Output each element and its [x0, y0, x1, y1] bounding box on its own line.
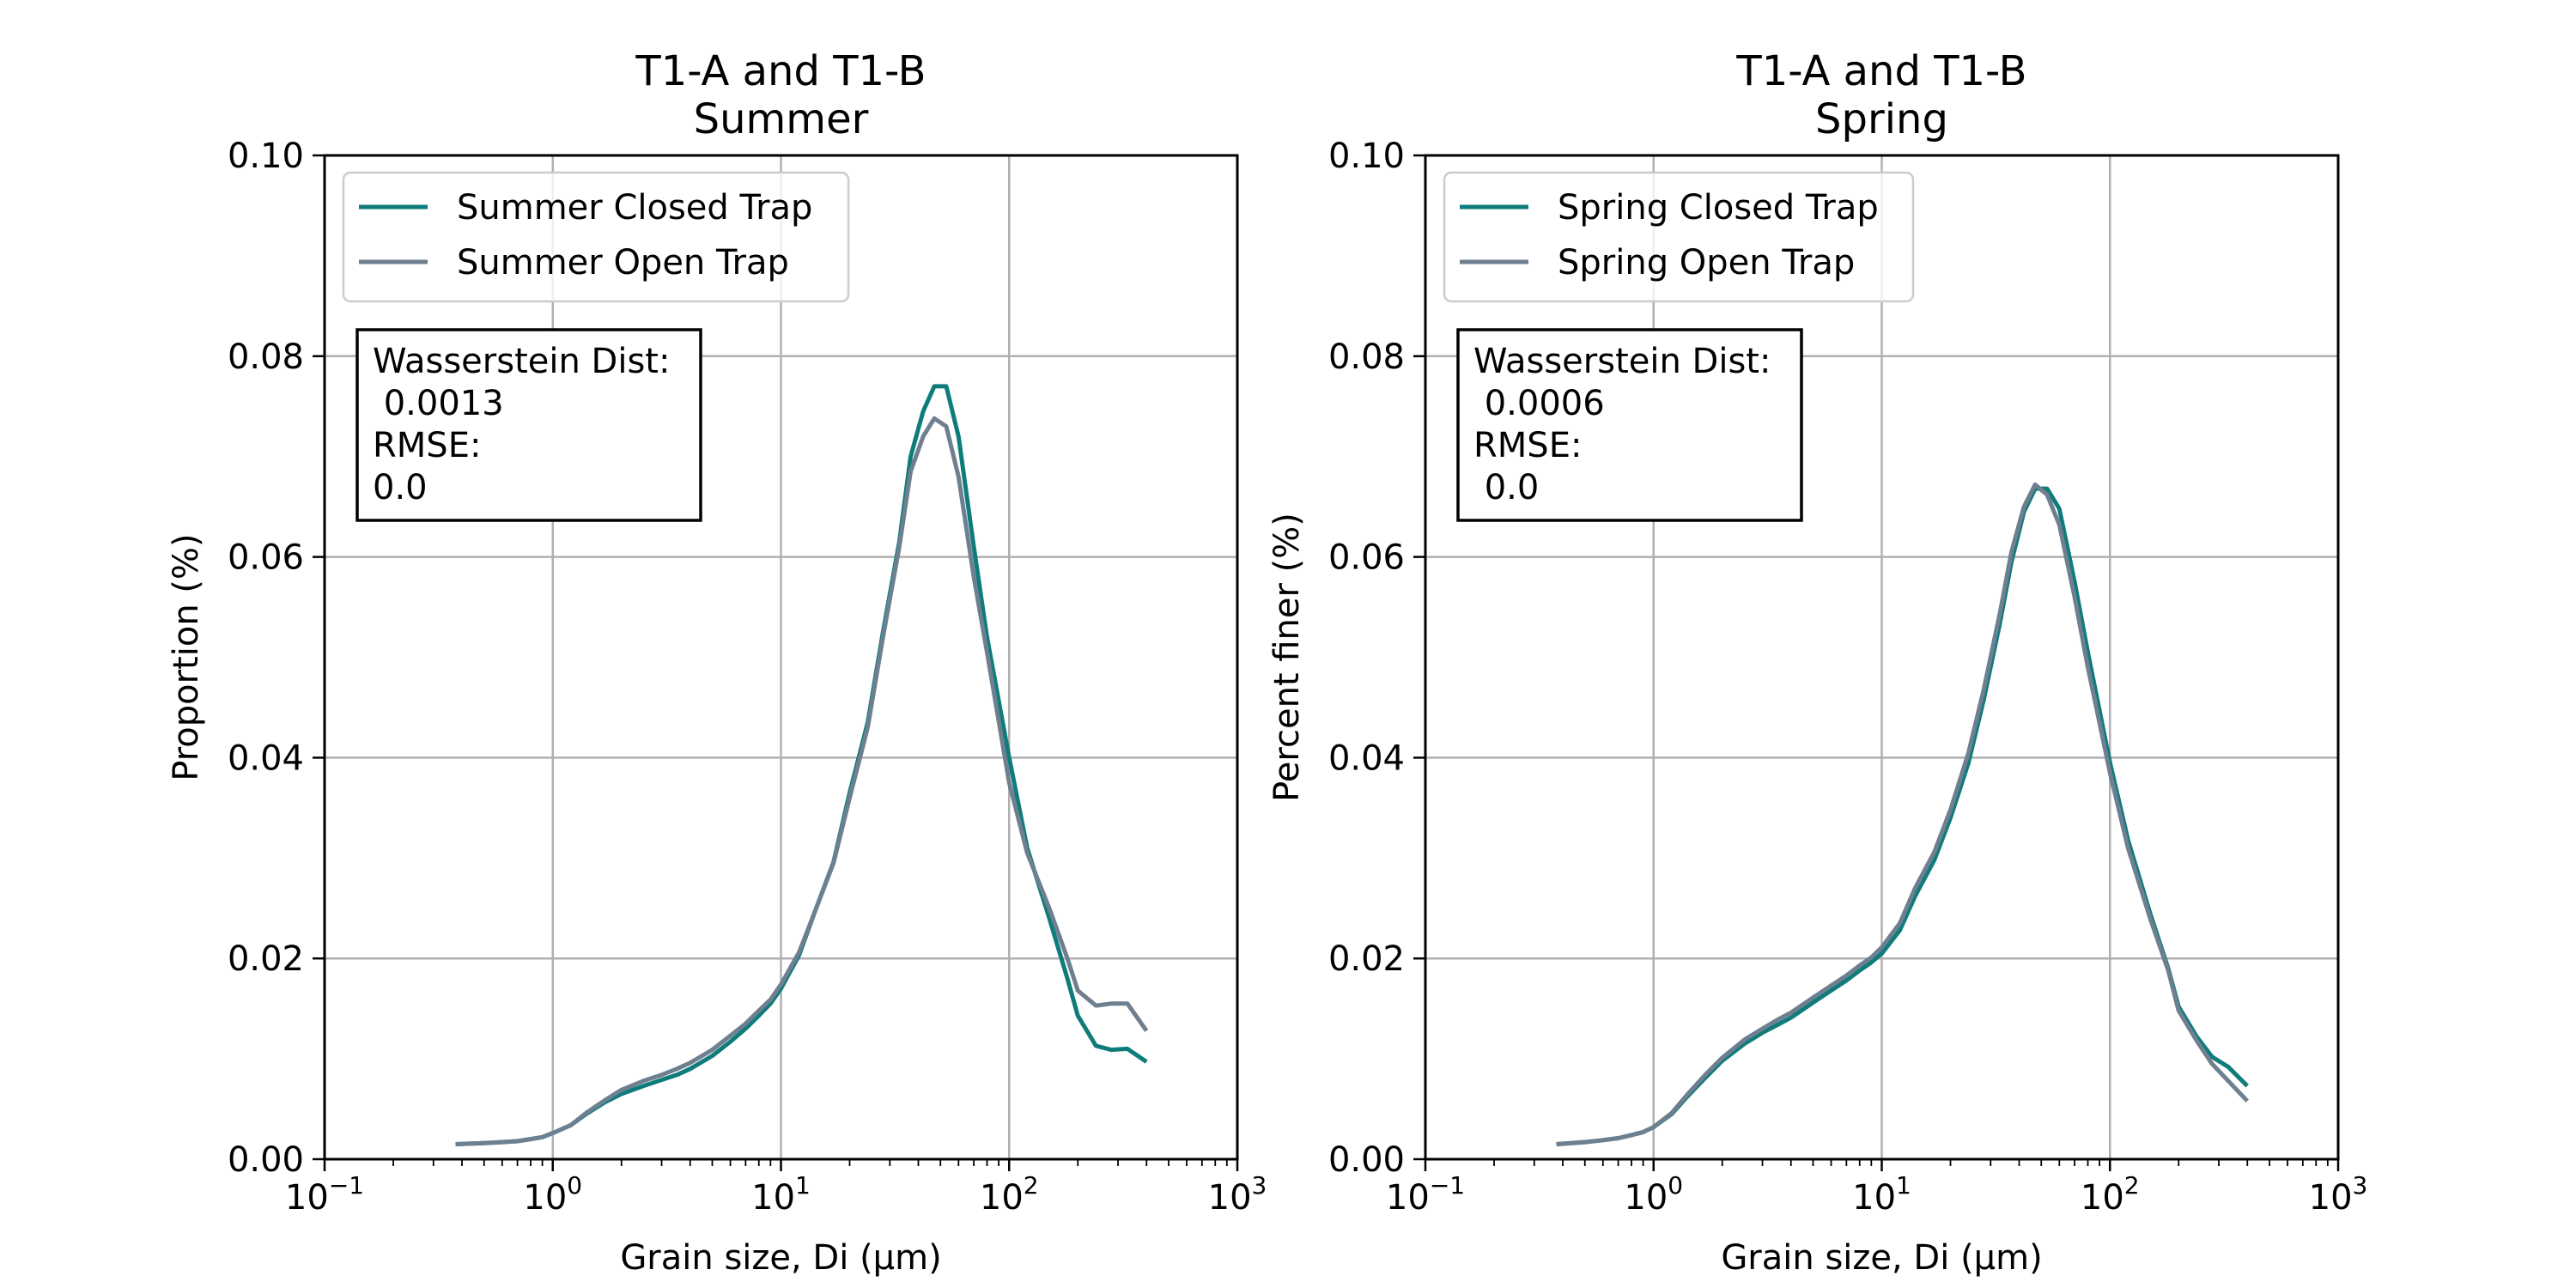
legend: Summer Closed Trap Summer Open Trap [342, 171, 850, 303]
annotation-line: 0.0 [373, 468, 428, 507]
annotation-line: 0.0 [1473, 468, 1539, 507]
x-tick-label: 100 [1624, 1171, 1683, 1218]
x-tick-label: 100 [523, 1171, 582, 1218]
y-tick-label: 0.00 [1328, 1140, 1405, 1180]
y-tick-label: 0.10 [228, 137, 304, 176]
legend-label: Summer Closed Trap [457, 188, 812, 228]
annotation-line: Wasserstein Dist: [1473, 342, 1771, 381]
annotation-box [1456, 328, 1803, 522]
chart-panel-2: 10−1 100 101 102 103 0.00 0.02 0.04 0.06 0.08 0.10… [1267, 47, 2367, 1278]
x-tick-label: 102 [980, 1171, 1039, 1218]
y-tick-label: 0.06 [1328, 538, 1405, 578]
annotation-line: RMSE: [373, 426, 481, 465]
annotation-line: 0.0013 [373, 384, 504, 423]
chart-title: T1-A and T1-B [635, 47, 926, 95]
chart-title: T1-A and T1-B [1735, 47, 2026, 95]
x-axis-label: Grain size, Di (μm) [1721, 1238, 2042, 1278]
y-tick-label: 0.02 [1328, 939, 1405, 979]
series-line-summer-open-trap [455, 416, 1149, 1146]
y-tick-label: 0.10 [1328, 137, 1405, 176]
annotation-line: Wasserstein Dist: [373, 342, 670, 381]
x-tick-label: 103 [1208, 1171, 1267, 1218]
y-tick-label: 0.02 [228, 939, 304, 979]
x-tick-label: 101 [751, 1171, 811, 1218]
chart-title: Spring [1815, 95, 1948, 143]
x-tick-label: 102 [2081, 1171, 2140, 1218]
y-axis-label: Percent finer (%) [1267, 513, 1307, 802]
x-tick-label: 10−1 [285, 1171, 364, 1218]
x-tick-label: 10−1 [1386, 1171, 1465, 1218]
legend-box [342, 171, 850, 303]
chart-title: Summer [694, 95, 869, 143]
y-tick-label: 0.04 [1328, 738, 1405, 778]
x-tick-label: 101 [1852, 1171, 1911, 1218]
y-tick-label: 0.06 [228, 538, 304, 578]
legend: Spring Closed Trap Spring Open Trap [1443, 171, 1915, 303]
y-tick-label: 0.08 [228, 337, 304, 377]
y-tick-label: 0.04 [228, 738, 304, 778]
x-tick-label: 103 [2309, 1171, 2368, 1218]
legend-label: Spring Open Trap [1558, 243, 1855, 283]
legend-label: Summer Open Trap [457, 243, 789, 283]
x-axis-label: Grain size, Di (μm) [620, 1238, 941, 1278]
y-tick-label: 0.08 [1328, 337, 1405, 377]
annotation-line: 0.0006 [1473, 384, 1605, 423]
annotation-box [355, 328, 702, 522]
series-line-spring-closed-trap [1556, 486, 2249, 1146]
series-line-spring-open-trap [1556, 482, 2250, 1146]
y-tick-label: 0.00 [228, 1140, 304, 1180]
annotation-line: RMSE: [1473, 426, 1582, 465]
legend-label: Spring Closed Trap [1558, 188, 1879, 228]
legend-box [1443, 171, 1915, 303]
y-axis-label: Proportion (%) [167, 533, 206, 781]
chart-panel-1: 10−1 100 101 102 103 0.00 0.02 0.04 0.06 0.08 0.10… [167, 47, 1267, 1278]
